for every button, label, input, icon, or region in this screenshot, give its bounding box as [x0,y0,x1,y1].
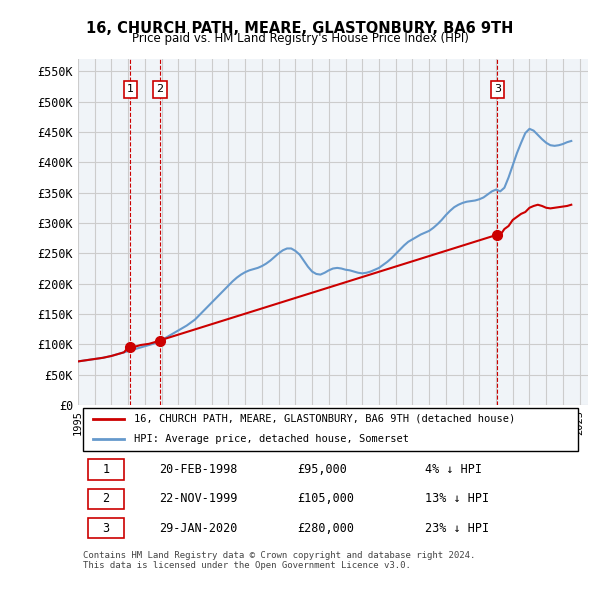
Text: £95,000: £95,000 [297,463,347,476]
Text: 2: 2 [157,84,163,94]
Text: 2: 2 [103,493,110,506]
Text: 1: 1 [103,463,110,476]
Text: 3: 3 [494,84,501,94]
Text: 4% ↓ HPI: 4% ↓ HPI [425,463,482,476]
Text: 20-FEB-1998: 20-FEB-1998 [160,463,238,476]
FancyBboxPatch shape [88,518,124,539]
Text: 29-JAN-2020: 29-JAN-2020 [160,522,238,535]
FancyBboxPatch shape [88,489,124,509]
FancyBboxPatch shape [88,460,124,480]
FancyBboxPatch shape [83,408,578,451]
Text: 1: 1 [127,84,134,94]
Text: £105,000: £105,000 [297,493,354,506]
Text: HPI: Average price, detached house, Somerset: HPI: Average price, detached house, Some… [134,434,409,444]
Text: 3: 3 [103,522,110,535]
Text: £280,000: £280,000 [297,522,354,535]
Text: 22-NOV-1999: 22-NOV-1999 [160,493,238,506]
Text: 13% ↓ HPI: 13% ↓ HPI [425,493,489,506]
Text: 16, CHURCH PATH, MEARE, GLASTONBURY, BA6 9TH: 16, CHURCH PATH, MEARE, GLASTONBURY, BA6… [86,21,514,35]
Text: 23% ↓ HPI: 23% ↓ HPI [425,522,489,535]
Text: Price paid vs. HM Land Registry's House Price Index (HPI): Price paid vs. HM Land Registry's House … [131,32,469,45]
Text: Contains HM Land Registry data © Crown copyright and database right 2024.
This d: Contains HM Land Registry data © Crown c… [83,550,475,570]
Text: 16, CHURCH PATH, MEARE, GLASTONBURY, BA6 9TH (detached house): 16, CHURCH PATH, MEARE, GLASTONBURY, BA6… [134,414,515,424]
